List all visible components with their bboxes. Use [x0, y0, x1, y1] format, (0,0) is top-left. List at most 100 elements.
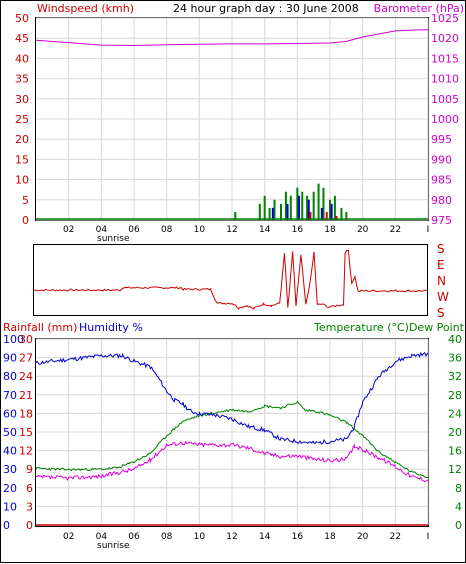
humidity-tick-label: 40 — [3, 445, 17, 458]
windspeed-tick-label: 5 — [22, 194, 29, 207]
rainfall-tick-label: 18 — [19, 407, 33, 420]
direction-labels: S E N W S — [437, 242, 449, 320]
top-time-tick-label: 10 — [194, 225, 206, 235]
humidity-line — [35, 351, 429, 445]
windspeed-bar — [345, 211, 348, 220]
windspeed-tick-label: 50 — [15, 12, 29, 25]
bottom-time-tick-label: 08 — [161, 532, 173, 542]
windspeed-tick-label: 45 — [15, 32, 29, 45]
humidity-tick-label: 10 — [3, 500, 17, 513]
dew-point-line — [35, 440, 429, 483]
temperature-tick-label: 32 — [448, 370, 462, 383]
humidity-tick-label: 0 — [3, 519, 10, 532]
direction-label-s-top: S — [437, 242, 445, 256]
top-time-tick-label: I — [427, 225, 430, 235]
rainfall-tick-label: 9 — [26, 463, 33, 476]
top-time-tick-label: 06 — [128, 225, 140, 235]
bottom-time-tick-label: 02 — [63, 532, 74, 542]
temperature-tick-label: 36 — [448, 352, 462, 365]
barometer-axis-label: Barometer (hPa) — [374, 2, 464, 15]
windspeed-tick-label: 10 — [15, 174, 29, 187]
rainfall-tick-label: 27 — [19, 352, 33, 365]
humidity-tick-label: 80 — [3, 370, 17, 383]
direction-panel: S E N W S — [33, 242, 449, 320]
windspeed-accent-bar — [309, 211, 312, 220]
chart-title: 24 hour graph day : 30 June 2008 — [173, 2, 359, 15]
bottom-time-tick-label: 22 — [390, 532, 401, 542]
temperature-tick-label: 16 — [448, 445, 462, 458]
windspeed-tick-label: 15 — [15, 153, 29, 166]
top-time-tick-label: 16 — [292, 225, 304, 235]
windspeed-tick-label: 40 — [15, 52, 29, 65]
temperature-tick-label: 40 — [448, 333, 462, 346]
bottom-time-tick-labels: 02 04 06 08 10 12 14 16 18 20 22 I — [63, 532, 429, 542]
wind-direction-line — [33, 250, 428, 311]
humidity-tick-label: 60 — [3, 407, 17, 420]
bottom-time-tick-label: 10 — [194, 532, 206, 542]
rainfall-tick-label: 0 — [26, 519, 33, 532]
windspeed-bar — [312, 191, 315, 220]
windspeed-bar — [333, 195, 336, 220]
temperature-tick-label: 20 — [448, 426, 462, 439]
barometer-tick-label: 1000 — [431, 113, 459, 126]
temperature-tick-label: 8 — [455, 482, 462, 495]
windspeed-bar — [289, 195, 292, 220]
bottom-time-tick-label: 04 — [96, 532, 108, 542]
barometer-tick-label: 985 — [431, 174, 452, 187]
barometer-tick-label: 1005 — [431, 93, 459, 106]
top-time-tick-label: 22 — [390, 225, 401, 235]
top-time-tick-label: 14 — [259, 225, 271, 235]
barometer-tick-label: 975 — [431, 214, 452, 227]
windspeed-bar — [273, 199, 276, 220]
windspeed-bar — [284, 191, 287, 220]
windspeed-accent-bar — [335, 215, 338, 220]
direction-label-e: E — [437, 258, 445, 272]
top-time-tick-label: 20 — [357, 225, 369, 235]
humidity-tick-label: 70 — [3, 389, 17, 402]
rainfall-tick-label: 15 — [19, 426, 33, 439]
barometer-tick-label: 1025 — [431, 12, 459, 25]
windspeed-bar — [301, 191, 304, 220]
windspeed-accent-bar — [325, 211, 328, 220]
windspeed-gust-bar — [297, 195, 300, 220]
windspeed-tick-label: 35 — [15, 73, 29, 86]
barometer-tick-label: 990 — [431, 153, 452, 166]
windspeed-axis-label: Windspeed (kmh) — [37, 2, 134, 15]
temperature-tick-label: 24 — [448, 407, 462, 420]
windspeed-tick-label: 25 — [15, 113, 29, 126]
windspeed-bar — [296, 187, 299, 220]
humidity-tick-label: 30 — [3, 463, 17, 476]
barometer-tick-label: 1010 — [431, 73, 459, 86]
windspeed-bar — [340, 207, 343, 220]
windspeed-bar — [306, 195, 309, 220]
temperature-tick-labels: 0 4 8 12 16 20 24 28 32 36 40 — [448, 333, 462, 532]
rainfall-tick-label: 30 — [19, 333, 33, 346]
barometer-line — [35, 29, 429, 47]
temperature-tick-label: 0 — [455, 519, 462, 532]
direction-label-s-bottom: S — [437, 306, 445, 320]
bottom-panel: Rainfall (mm) Humidity % Temperature (°C… — [3, 321, 465, 551]
sunrise-label-top: sunrise — [97, 234, 130, 244]
temperature-tick-label: 12 — [448, 463, 462, 476]
temperature-tick-label: 4 — [455, 500, 462, 513]
rainfall-tick-label: 3 — [26, 500, 33, 513]
barometer-tick-label: 980 — [431, 194, 452, 207]
humidity-tick-labels: 0 10 20 30 40 50 60 70 80 90 100 — [3, 333, 24, 532]
rainfall-tick-label: 12 — [19, 445, 33, 458]
top-time-tick-label: 04 — [96, 225, 108, 235]
windspeed-gust-bar — [307, 199, 310, 220]
humidity-axis-label: Humidity % — [79, 321, 143, 334]
top-gridlines — [36, 17, 429, 221]
direction-plot-area — [33, 244, 428, 316]
sunrise-label-bottom: sunrise — [97, 541, 130, 551]
rainfall-axis-label: Rainfall (mm) — [3, 321, 77, 334]
direction-label-n: N — [437, 274, 446, 288]
bottom-time-tick-label: 12 — [226, 532, 237, 542]
humidity-tick-label: 90 — [3, 352, 17, 365]
top-time-tick-labels: 02 04 06 08 10 12 14 16 18 20 22 I — [63, 225, 429, 235]
top-time-tick-label: 02 — [63, 225, 74, 235]
bottom-time-tick-label: 16 — [292, 532, 304, 542]
windspeed-bar — [234, 211, 237, 220]
